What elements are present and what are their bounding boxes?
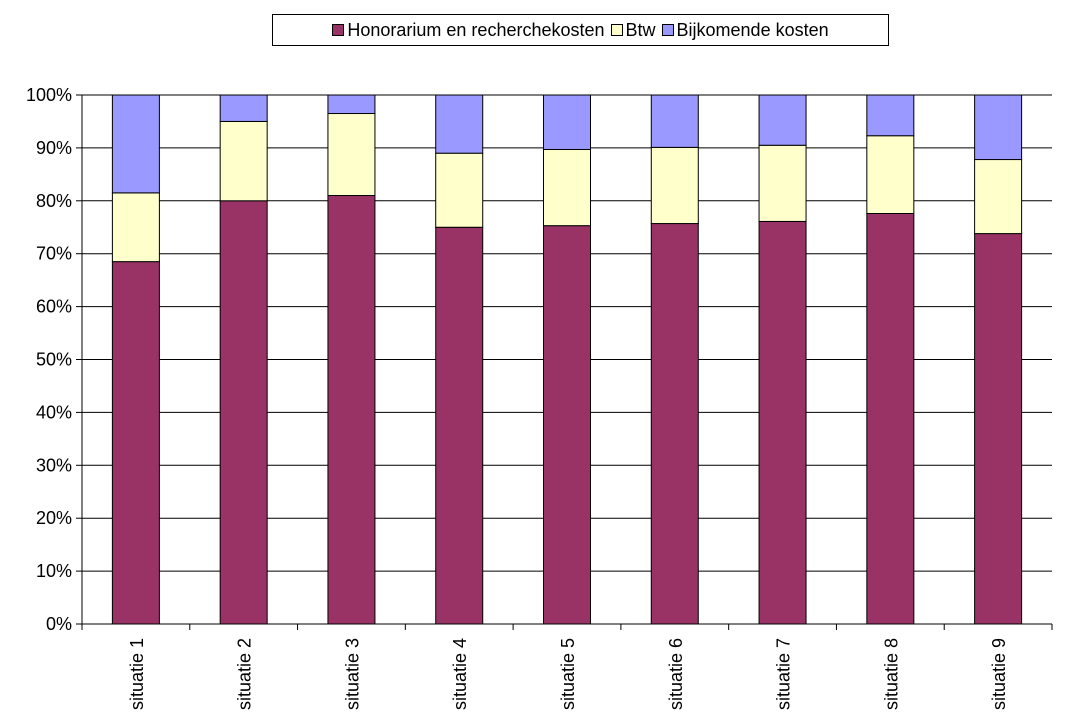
legend-entry-honorarium: Honorarium en recherchekosten [332,19,605,41]
y-tick-label: 60% [36,297,72,317]
axes [76,94,1053,630]
y-tick-label: 100% [26,85,72,105]
y-tick-label: 20% [36,508,72,528]
x-tick-label: situatie 4 [450,638,470,710]
bar-segment-3 [435,94,484,154]
bar-segment-1 [650,223,699,625]
bar-segment-1 [327,195,376,625]
legend-swatch-btw [610,24,623,36]
bar-segment-1 [543,225,591,625]
bar-segment-2 [758,144,807,222]
bar-segment-1 [974,233,1023,625]
bar-segment-3 [758,94,807,146]
bar-segment-1 [758,220,807,625]
bars [111,94,1023,625]
y-tick-label: 10% [36,561,72,581]
y-tick-label: 80% [36,191,72,211]
x-tick-label: situatie 6 [666,638,686,710]
legend-swatch-bijkomende [661,24,674,36]
legend-label-honorarium: Honorarium en recherchekosten [347,19,605,40]
bar-segment-2 [219,120,268,202]
chart-legend: Honorarium en recherchekosten Btw Bijkom… [272,14,889,46]
y-tick-label: 70% [36,244,72,264]
bar-segment-1 [219,200,268,625]
bar-segment-3 [866,94,915,137]
bar-segment-1 [111,261,160,625]
x-tick-label: situatie 5 [558,638,578,710]
x-tick-label: situatie 8 [881,638,901,710]
y-tick-label: 30% [36,455,72,475]
bar-segment-1 [866,212,915,625]
legend-entry-bijkomende: Bijkomende kosten [661,19,829,41]
x-tick-label: situatie 9 [989,638,1009,710]
bar-segment-3 [543,94,591,150]
bar-segment-3 [111,94,160,194]
legend-swatch-honorarium [332,24,345,36]
x-tick-label: situatie 1 [127,638,147,710]
x-tick-label: situatie 2 [235,638,255,710]
y-tick-label: 0% [46,614,72,634]
bar-segment-3 [219,94,268,122]
bar-segment-2 [111,192,160,263]
bar-segment-2 [866,135,915,214]
bar-segment-3 [327,94,376,115]
x-tick-label: situatie 3 [342,638,362,710]
bar-segment-2 [435,152,484,228]
bar-segment-2 [650,146,699,225]
x-tick-label: situatie 7 [774,638,794,710]
bar-segment-2 [974,159,1023,235]
y-tick-label: 40% [36,402,72,422]
y-tick-labels: 0% 10% 20% 30% 40% 50% 60% 70% 80% 90% 100% [26,85,72,634]
bar-segment-1 [435,226,484,625]
legend-label-bijkomende: Bijkomende kosten [676,19,829,40]
y-tick-label: 90% [36,138,72,158]
bar-segment-2 [543,148,591,227]
y-tick-label: 50% [36,350,72,370]
bar-segment-2 [327,113,376,197]
x-tick-labels: situatie 1 situatie 2 situatie 3 situatie 4… [127,638,1009,710]
legend-label-btw: Btw [625,19,656,40]
bar-segment-3 [974,94,1023,161]
legend-entry-btw: Btw [610,19,656,41]
bar-segment-3 [650,94,699,148]
